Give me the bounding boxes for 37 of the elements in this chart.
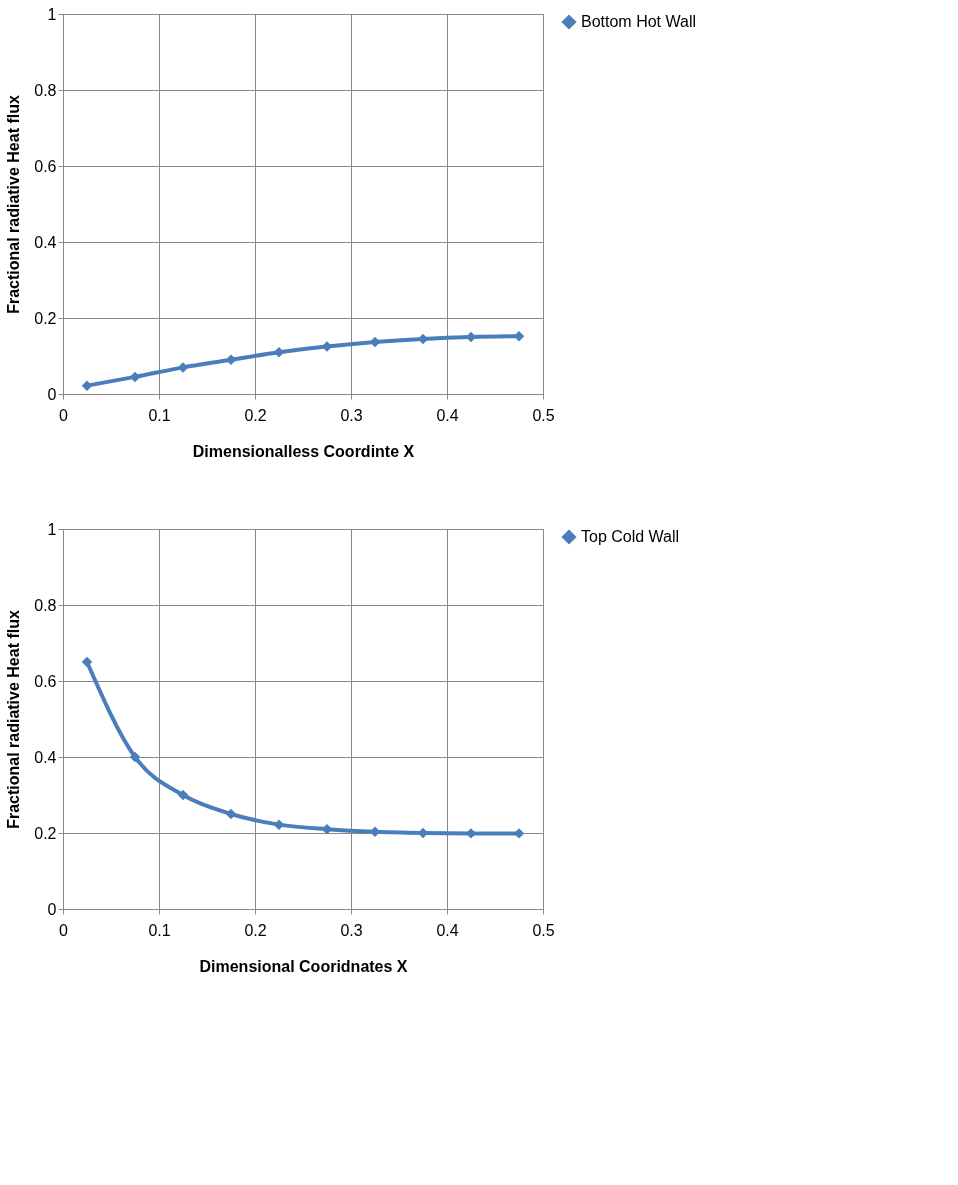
x-tick-label: 0.2 xyxy=(244,921,267,939)
legend-label: Bottom Hot Wall xyxy=(581,13,696,30)
x-tick-label: 0.1 xyxy=(148,921,171,939)
point xyxy=(129,751,141,763)
y-axis-title: Fractional radiative Heat flux xyxy=(5,95,23,314)
y-tick-label: 1 xyxy=(47,520,57,538)
y-tick-label: 0.2 xyxy=(34,824,57,842)
y-tick-label: 0.4 xyxy=(34,748,57,766)
x-tick-label: 0 xyxy=(59,406,69,424)
x-tick-label: 0.2 xyxy=(244,406,267,424)
y-tick-label: 0.6 xyxy=(34,672,57,690)
point xyxy=(177,789,189,801)
x-tick-label: 0.3 xyxy=(340,406,363,424)
x-tick-label: 0.5 xyxy=(532,921,555,939)
point xyxy=(273,819,285,830)
x-tick-label: 0.5 xyxy=(532,406,555,424)
y-tick-label: 0 xyxy=(47,900,57,918)
y-tick-label: 0.8 xyxy=(34,81,57,99)
y-tick-label: 0.8 xyxy=(34,596,57,614)
y-tick-label: 0 xyxy=(47,385,57,403)
legend-label: Top Cold Wall xyxy=(581,528,680,545)
y-axis-title: Fractional radiative Heat flux xyxy=(5,610,23,829)
point xyxy=(225,808,237,820)
y-tick-label: 0.6 xyxy=(34,157,57,175)
point xyxy=(177,362,189,373)
y-tick-label: 0.4 xyxy=(34,233,57,251)
y-tick-label: 1 xyxy=(47,5,57,23)
point xyxy=(81,656,93,668)
x-tick-label: 0.1 xyxy=(148,406,171,424)
point xyxy=(81,380,93,391)
x-axis-title: Dimensional Cooridnates X xyxy=(199,957,408,975)
x-tick-label: 0.4 xyxy=(436,406,459,424)
y-tick-label: 0.2 xyxy=(34,309,57,327)
x-tick-label: 0 xyxy=(59,921,69,939)
x-tick-label: 0.3 xyxy=(340,921,363,939)
x-tick-label: 0.4 xyxy=(436,921,459,939)
x-axis-title: Dimensionalless Coordinte X xyxy=(192,442,415,460)
